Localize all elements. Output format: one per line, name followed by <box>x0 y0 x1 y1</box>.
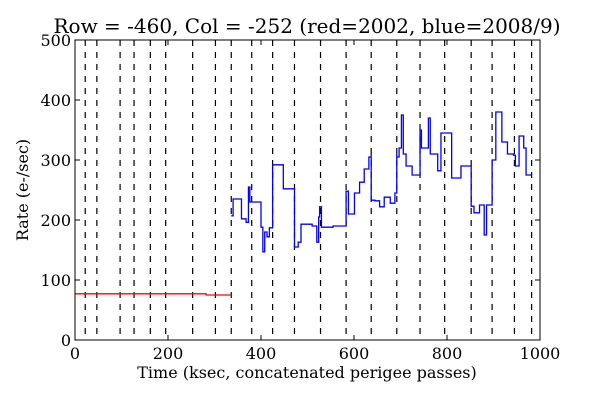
x-tick-label: 600 <box>339 344 370 363</box>
series-line-1 <box>231 111 532 253</box>
x-tick-label: 0 <box>70 344 80 363</box>
x-tick-label: 200 <box>153 344 184 363</box>
x-tick-label: 800 <box>432 344 463 363</box>
y-tick-label: 0 <box>61 331 71 350</box>
y-tick-label: 300 <box>40 151 71 170</box>
series-line-0 <box>75 293 232 296</box>
axes-ticks: 0 200 400 600 800 1000 0 100 200 300 400 500 <box>40 31 560 363</box>
chart-title: Row = -460, Col = -252 (red=2002, blue=2… <box>53 14 560 38</box>
y-tick-label: 400 <box>40 91 71 110</box>
plot-frame <box>74 39 541 341</box>
y-tick-label: 500 <box>40 31 71 50</box>
plot-area <box>75 40 533 340</box>
y-axis-label: Rate (e-/sec) <box>13 139 32 241</box>
y-tick-label: 100 <box>40 271 71 290</box>
x-tick-label: 1000 <box>520 344 561 363</box>
y-tick-label: 200 <box>40 211 71 230</box>
x-axis-label: Time (ksec, concatenated perigee passes) <box>137 363 477 382</box>
x-tick-label: 400 <box>246 344 277 363</box>
